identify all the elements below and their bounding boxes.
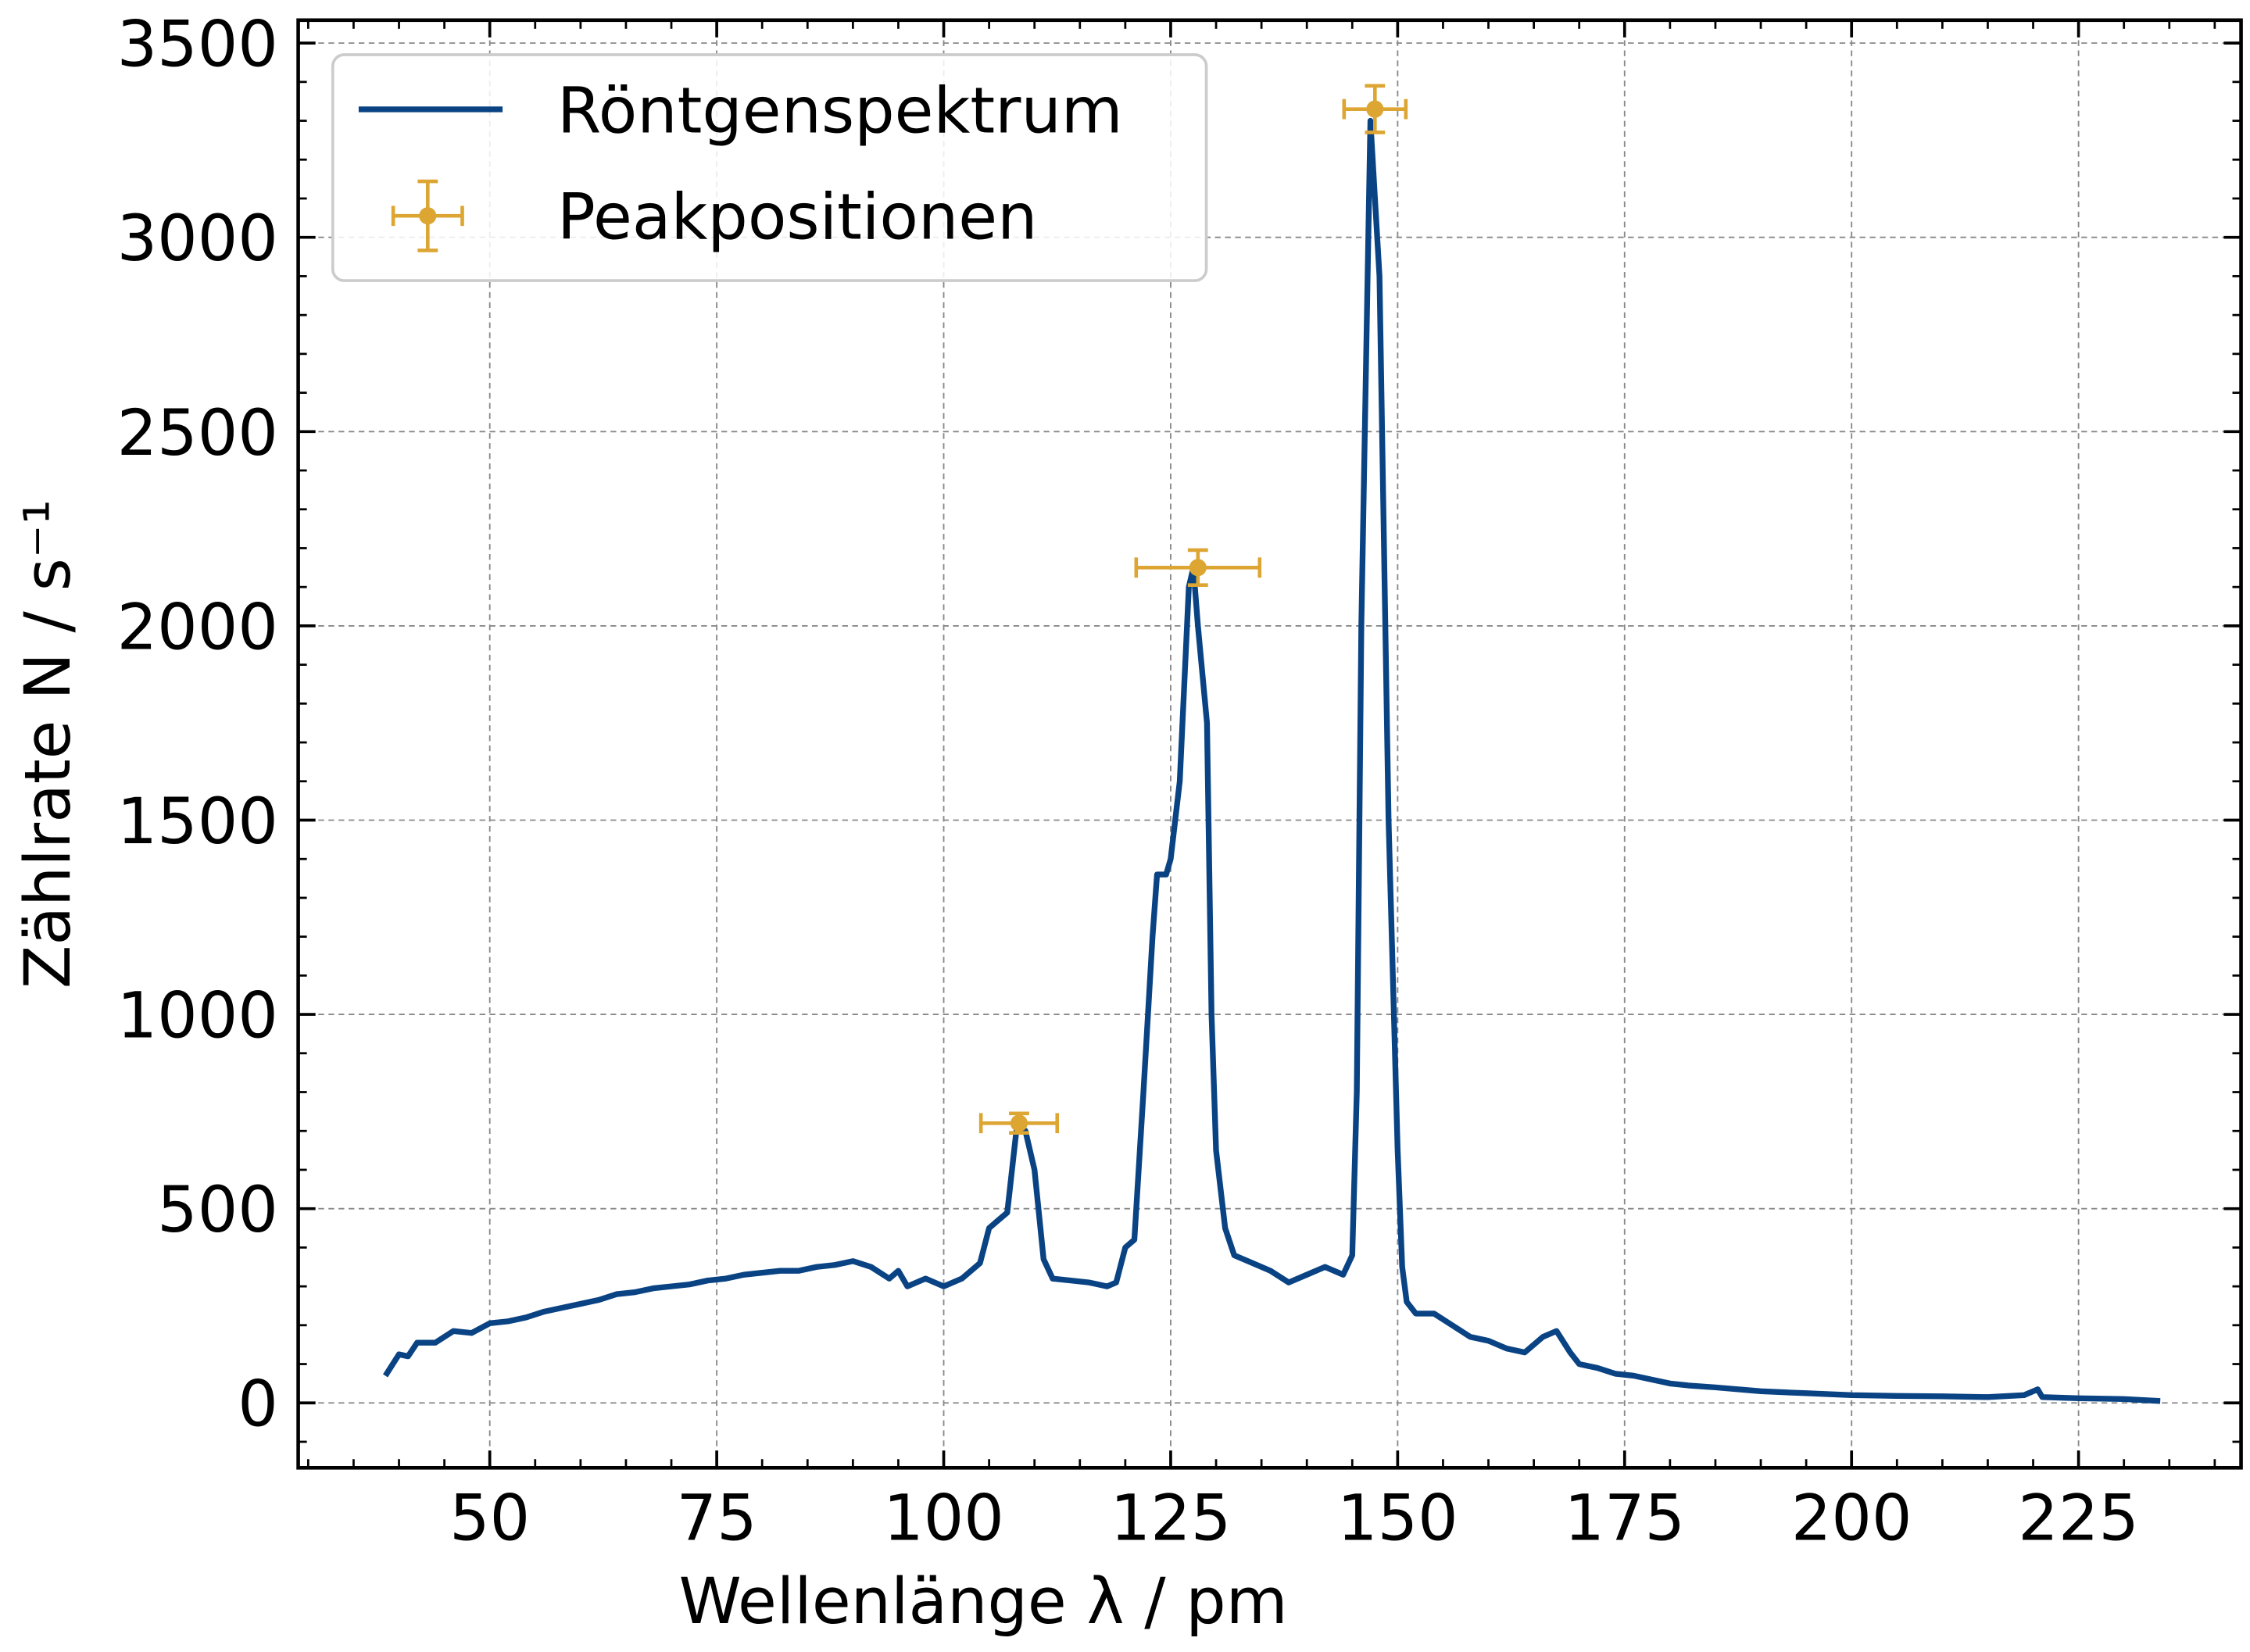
legend-label: Röntgenspektrum (557, 74, 1123, 148)
y-tick-label: 2000 (117, 591, 278, 664)
peak-point (1010, 1114, 1028, 1132)
legend-label: Peakpositionen (557, 181, 1037, 255)
x-tick-label: 200 (1791, 1482, 1912, 1555)
x-tick-label: 125 (1111, 1482, 1232, 1555)
x-tick-label: 175 (1564, 1482, 1685, 1555)
spectrum-line (382, 117, 2161, 1404)
legend-box (331, 53, 1208, 282)
peak-point (1366, 100, 1384, 118)
y-tick-label: 1500 (117, 785, 278, 859)
plot-frame (296, 18, 2243, 1470)
y-axis-label: Zählrate N / s⁻¹ (12, 499, 85, 989)
x-tick-label: 150 (1337, 1482, 1458, 1555)
x-tick-label: 225 (2018, 1482, 2139, 1555)
y-tick-label: 3000 (117, 202, 278, 276)
y-tick-label: 1000 (117, 980, 278, 1053)
x-tick-label: 50 (449, 1482, 530, 1555)
y-tick-label: 0 (238, 1368, 278, 1442)
x-tick-label: 100 (883, 1482, 1004, 1555)
y-tick-label: 500 (157, 1174, 278, 1247)
x-axis-label: Wellenlänge λ / pm (679, 1565, 1288, 1639)
legend-swatch (419, 207, 437, 225)
y-tick-label: 3500 (117, 9, 278, 82)
peak-point (1189, 559, 1207, 577)
x-tick-label: 75 (677, 1482, 757, 1555)
y-tick-label: 2500 (117, 397, 278, 470)
